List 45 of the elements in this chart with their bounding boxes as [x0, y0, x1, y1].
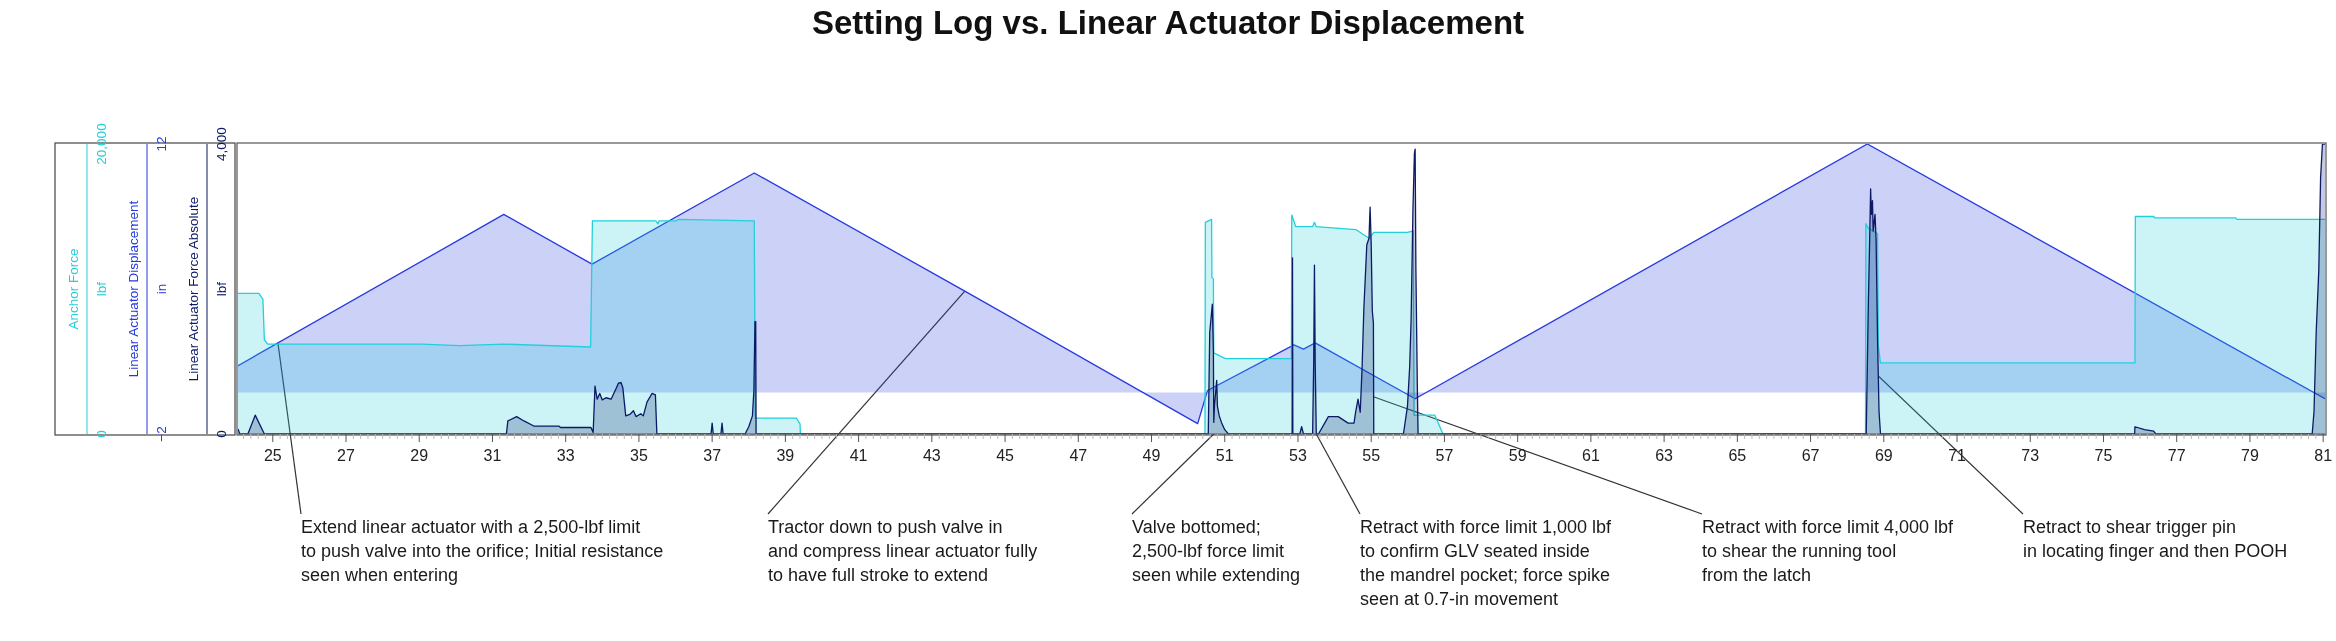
annotation: Tractor down to push valve in and compress linear actuator fully to have full stroke to extend [768, 517, 1038, 585]
x-tick-label: 77 [2167, 446, 2186, 464]
x-tick-label: 59 [1508, 446, 1527, 464]
x-tick-label: 69 [1874, 446, 1893, 464]
x-tick-label: 49 [1142, 446, 1161, 464]
x-tick-label: 63 [1655, 446, 1674, 464]
y2-tick-label: 0 [93, 430, 109, 438]
y3-tick-label: 4,000 [213, 127, 229, 161]
x-tick-label: 51 [1215, 446, 1234, 464]
x-tick-label: 71 [1948, 446, 1967, 464]
x-tick-label: 65 [1728, 446, 1747, 464]
x-tick-label: 25 [263, 446, 282, 464]
x-tick-label: 53 [1289, 446, 1307, 464]
x-tick-label: 29 [410, 446, 429, 464]
y-tick-label: 12 [153, 136, 169, 152]
x-tick-label: 43 [922, 446, 941, 464]
x-tick-label: 35 [630, 446, 648, 464]
annotation: Retract with force limit 4,000 lbf to shear the running tool from the latch [1702, 517, 1955, 585]
annotation: Retract with force limit 1,000 lbf to confirm GLV seated inside the mandrel pocket; force spike seen at 0.7-in movement [1360, 517, 1613, 609]
x-tick-label: 55 [1362, 446, 1381, 464]
annotation: Valve bottomed; 2,500-lbf force limit seen while extending [1132, 517, 1301, 585]
x-tick-label: 67 [1801, 446, 1820, 464]
y2-tick-label: 20,000 [93, 123, 109, 165]
y-axis-title: Linear Actuator Displacement in [125, 200, 169, 378]
x-tick-label: 81 [2314, 446, 2333, 464]
y3-axis-title: Linear Actuator Force Absolute lbf [185, 196, 229, 382]
x-tick-label: 47 [1069, 446, 1088, 464]
x-tick-label: 45 [996, 446, 1015, 464]
x-tick-label: 75 [2094, 446, 2113, 464]
x-tick-label: 31 [483, 446, 502, 464]
x-tick-label: 41 [849, 446, 868, 464]
x-tick-label: 39 [776, 446, 795, 464]
x-tick-label: 73 [2021, 446, 2040, 464]
x-tick-label: 79 [2241, 446, 2259, 464]
y2-axis-title: Anchor Force lbf [65, 248, 109, 330]
y-tick-label: −2 [153, 426, 169, 442]
x-tick-label: 57 [1435, 446, 1454, 464]
x-tick-label: 33 [556, 446, 575, 464]
y3-tick-label: 0 [213, 430, 229, 438]
x-tick-label: 61 [1581, 446, 1600, 464]
chart-title: Setting Log vs. Linear Actuator Displacement [811, 3, 1525, 41]
annotation: Retract to shear trigger pin in locating finger and then POOH [2023, 517, 2288, 561]
annotation: Extend linear actuator with a 2,500-lbf limit to push valve into the orifice; Initial resistance seen when entering [301, 517, 664, 585]
x-tick-label: 27 [337, 446, 356, 464]
x-tick-label: 37 [703, 446, 722, 464]
